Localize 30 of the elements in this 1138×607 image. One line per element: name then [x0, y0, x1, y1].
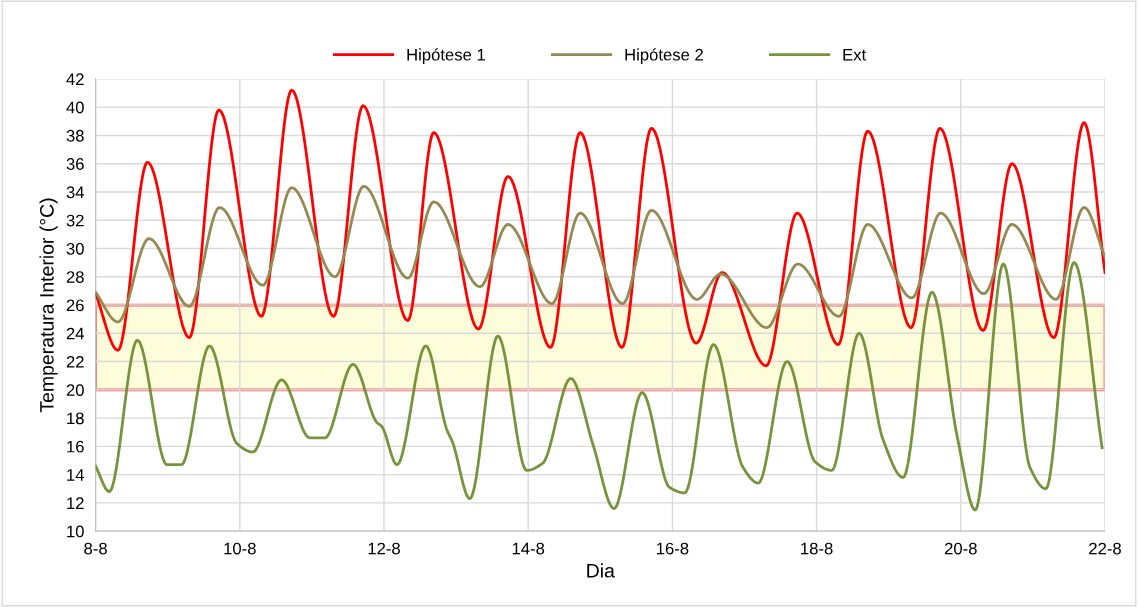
x-tick-label: 8-8	[84, 542, 107, 555]
y-axis-title: Temperatura Interior (°C)	[39, 198, 58, 413]
y-tick-label: 42	[66, 73, 84, 85]
y-tick-label: 26	[66, 299, 84, 312]
y-tick-label: 10	[67, 525, 84, 538]
x-tick-label: 16-8	[656, 542, 689, 555]
y-tick-label: 20	[66, 384, 84, 397]
legend-label: Hipótese 1	[407, 48, 485, 64]
x-tick-label: 18-8	[801, 542, 833, 555]
y-tick-label: 34	[66, 186, 84, 199]
x-tick-label: 14-8	[512, 542, 545, 555]
y-tick-label: 24	[66, 327, 84, 340]
y-tick-label: 36	[66, 158, 84, 170]
x-tick-label: 10-8	[224, 542, 256, 555]
x-axis-title: Dia	[587, 563, 615, 578]
y-tick-label: 38	[66, 129, 84, 142]
y-tick-label: 28	[66, 271, 84, 283]
y-tick-label: 32	[66, 214, 84, 227]
y-tick-label: 40	[66, 101, 84, 114]
y-tick-label: 18	[67, 412, 84, 425]
y-tick-label: 22	[66, 355, 84, 368]
x-tick-label: 12-8	[368, 542, 400, 555]
x-tick-label: 22-8	[1089, 542, 1121, 555]
legend-label: Hipótese 2	[625, 48, 703, 64]
x-tick-label: 20-8	[944, 542, 977, 555]
y-tick-label: 16	[67, 440, 84, 453]
legend-label: Ext	[843, 48, 867, 61]
y-tick-label: 12	[67, 497, 84, 509]
y-tick-label: 30	[66, 242, 84, 255]
y-tick-label: 14	[67, 469, 84, 481]
